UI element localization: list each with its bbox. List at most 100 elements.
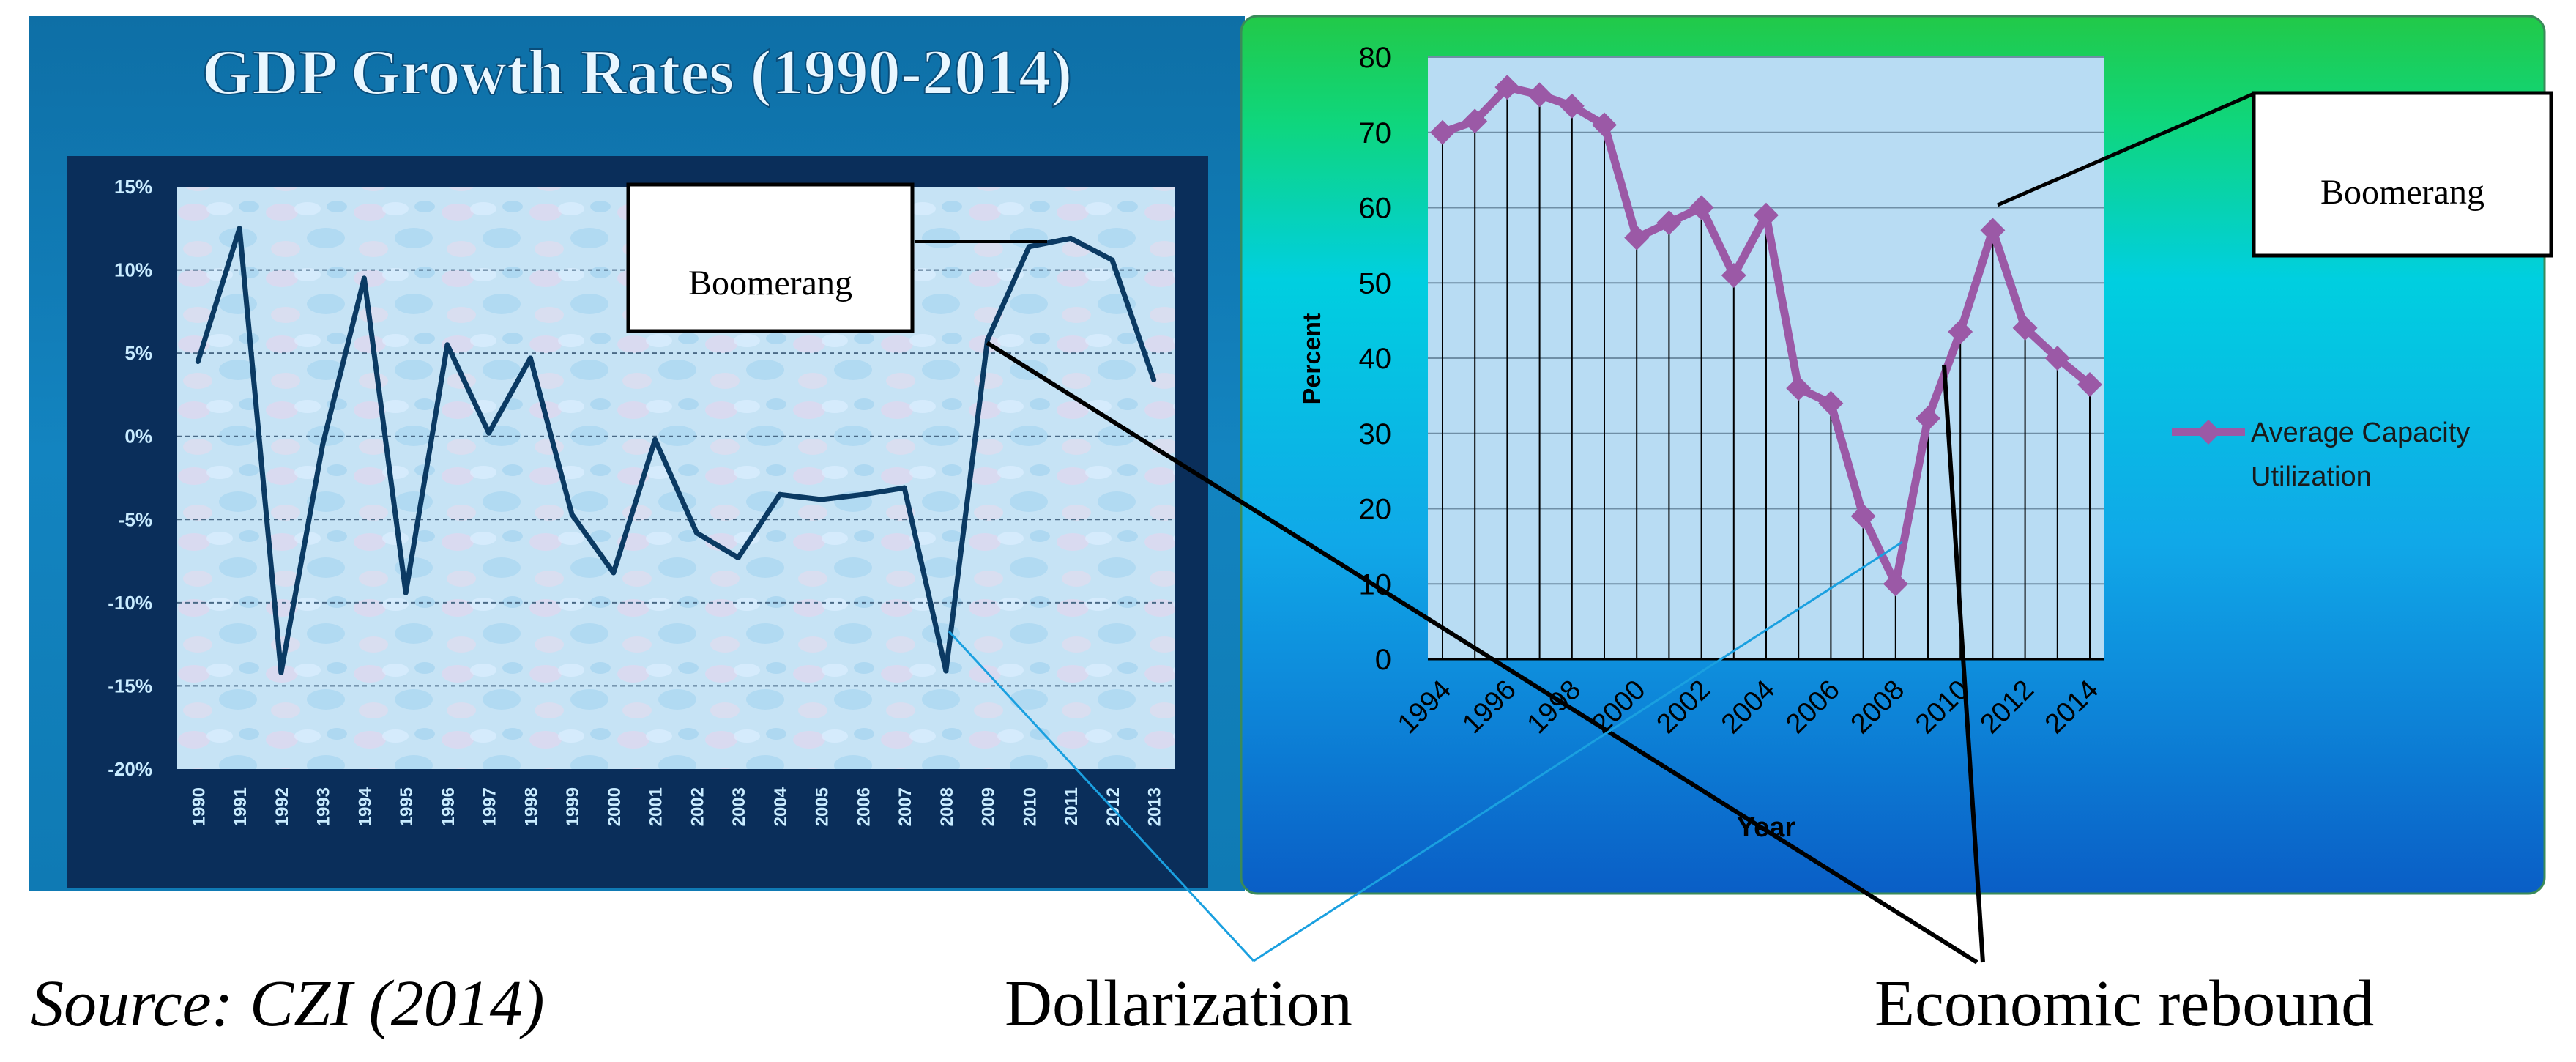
right-data-point [1430, 119, 1455, 145]
left-data-point [819, 497, 824, 502]
left-data-point [362, 275, 367, 281]
right-data-point [1462, 108, 1488, 134]
left-line-segment [320, 275, 367, 448]
left-data-point [902, 486, 907, 491]
boomerang-right-box [2252, 91, 2553, 258]
left-data-point [694, 530, 699, 535]
left-x-tick-label: 1990 [189, 787, 209, 826]
right-line-segment [1826, 399, 1868, 521]
left-line-segment [860, 485, 907, 497]
left-data-point [611, 570, 616, 575]
right-line-segment [1730, 211, 1771, 280]
right-line-segment [1600, 120, 1641, 242]
left-x-tick-label: 2004 [771, 787, 791, 826]
left-x-tick-label: 1993 [314, 787, 334, 826]
left-line-segment [693, 530, 741, 561]
right-line-segment [1859, 512, 1900, 588]
left-data-point [1151, 377, 1156, 382]
left-data-point [237, 226, 242, 231]
right-data-point [1494, 75, 1520, 100]
left-y-tick-label: 5% [124, 342, 152, 364]
left-x-tick-label: 2009 [979, 787, 999, 826]
left-line-segment [527, 355, 575, 517]
right-y-tick-labels: 01020304050607080 [1359, 42, 1392, 676]
left-data-point [943, 668, 948, 673]
boomerang-right-label: Boomerang [2320, 173, 2484, 212]
left-y-tick-label: -15% [108, 675, 152, 697]
left-x-tick-label: 1991 [231, 787, 250, 826]
left-line-segment [985, 244, 1032, 343]
right-line-segment [1697, 204, 1738, 280]
left-y-tick-label: -10% [108, 592, 152, 614]
left-y-tick-label: -5% [119, 508, 152, 530]
left-data-point [528, 355, 533, 360]
left-y-tick-label: 15% [114, 176, 152, 198]
boomerang-left-label: Boomerang [688, 264, 852, 302]
right-line-segment [1762, 211, 1803, 393]
right-y-axis-label: Percent [1298, 313, 1326, 405]
dollarization-label: Dollarization [1005, 968, 1352, 1040]
left-line-segment [901, 485, 949, 674]
left-y-tick-label: 10% [114, 259, 152, 281]
left-data-point [320, 442, 325, 448]
legend-label-line2: Utilization [2251, 461, 2372, 492]
left-data-point [403, 590, 409, 595]
right-y-tick-label: 30 [1359, 418, 1392, 450]
left-data-point [196, 359, 201, 364]
right-y-tick-label: 50 [1359, 267, 1392, 300]
left-line-segment [1068, 235, 1115, 263]
left-data-point [777, 492, 782, 497]
left-x-tick-label: 2003 [729, 787, 749, 826]
left-x-tick-label: 1992 [272, 787, 292, 826]
right-chart-panel: 01020304050607080 1994199619982000200220… [1240, 15, 2546, 895]
right-line-segment [1891, 414, 1932, 588]
right-gridlines [1428, 56, 2104, 661]
left-x-tick-label: 1994 [355, 787, 375, 826]
right-y-tick-label: 20 [1359, 494, 1392, 526]
left-x-tick-label: 1997 [480, 787, 500, 826]
left-y-tick-label: -20% [108, 758, 152, 780]
left-data-point [652, 437, 658, 442]
left-line-segment [361, 275, 409, 595]
left-x-tick-label: 2007 [896, 787, 915, 826]
left-x-tick-label: 2013 [1145, 787, 1165, 826]
left-x-tick-label: 2005 [813, 787, 833, 826]
economic-rebound-label: Economic rebound [1875, 968, 2374, 1040]
right-line-segment [1988, 226, 2030, 333]
left-x-tick-label: 2000 [605, 787, 625, 826]
left-line-segment [1109, 257, 1157, 382]
left-data-point [1109, 257, 1114, 262]
left-x-tick-label: 1996 [439, 787, 458, 826]
right-y-tick-label: 80 [1359, 42, 1392, 74]
left-x-tick-label: 2011 [1062, 787, 1082, 825]
left-data-point [570, 512, 575, 517]
rebound-connector-left [986, 341, 1978, 965]
rebound-connector-right [1942, 364, 1985, 963]
left-line-segment [278, 442, 326, 675]
left-line-segment [1026, 235, 1073, 250]
left-x-tick-label: 2012 [1103, 787, 1123, 826]
left-line-segment [195, 226, 242, 364]
right-line-segment [1956, 226, 1997, 336]
left-chart-title: GDP Growth Rates (1990-2014) [202, 37, 1073, 108]
left-x-tick-label: 2008 [937, 787, 957, 826]
right-legend: Average Capacity Utilization [2172, 417, 2470, 492]
left-data-point [1068, 236, 1073, 241]
left-data-point [486, 431, 491, 436]
right-y-tick-label: 70 [1359, 117, 1392, 149]
left-y-tick-labels: 15% 10% 5% 0% -5% -10% -15% -20% [108, 176, 152, 780]
right-y-tick-label: 0 [1375, 644, 1391, 676]
boomerang-left-box [626, 182, 915, 333]
left-line-segment [569, 511, 617, 576]
left-gridlines [177, 269, 1175, 687]
left-line-segment [777, 491, 824, 502]
left-line-segment [403, 342, 450, 595]
left-x-tick-label: 1998 [521, 787, 541, 826]
source-caption: Source: CZI (2014) [31, 968, 545, 1040]
right-y-tick-label: 60 [1359, 193, 1392, 225]
left-chart-panel: GDP Growth Rates (1990-2014) 15% 10% 5% 0% -… [29, 16, 1245, 891]
left-line-segment [237, 226, 284, 675]
left-y-tick-label: 0% [124, 426, 152, 448]
left-x-tick-label: 2010 [1020, 787, 1040, 826]
